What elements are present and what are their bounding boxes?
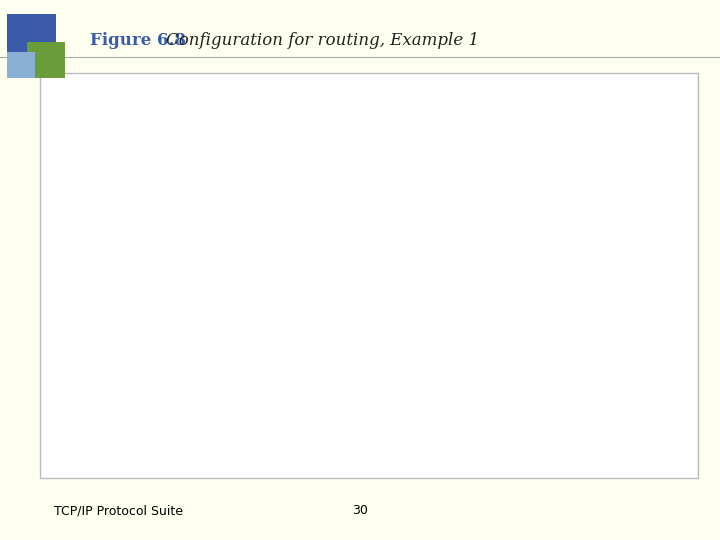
- Text: 192.16.7.5: 192.16.7.5: [408, 383, 462, 394]
- Text: of: of: [96, 276, 107, 287]
- Text: R1: R1: [434, 196, 452, 210]
- Text: m0: m0: [165, 284, 181, 294]
- Text: R2: R2: [240, 284, 258, 297]
- Text: 170.14.5.165: 170.14.5.165: [279, 178, 346, 188]
- Text: m0: m0: [395, 219, 410, 229]
- Text: 170.14.0.0: 170.14.0.0: [255, 148, 311, 158]
- Text: Default: Default: [189, 318, 228, 328]
- Text: 145.80.7.11: 145.80.7.11: [490, 180, 549, 190]
- Text: router: router: [192, 339, 225, 348]
- Circle shape: [184, 276, 233, 306]
- Ellipse shape: [375, 256, 489, 289]
- Ellipse shape: [226, 136, 340, 170]
- Text: 111.0.0.0: 111.0.0.0: [408, 268, 456, 278]
- Text: 30: 30: [352, 504, 368, 517]
- Ellipse shape: [375, 403, 489, 437]
- Ellipse shape: [557, 136, 670, 170]
- Text: Figure 6.8: Figure 6.8: [90, 32, 186, 49]
- Text: the: the: [91, 295, 112, 305]
- Circle shape: [379, 188, 427, 218]
- Text: m1: m1: [413, 180, 428, 190]
- Polygon shape: [38, 212, 158, 366]
- Text: 111.30.31.18: 111.30.31.18: [272, 272, 339, 282]
- Text: m1: m1: [376, 332, 391, 342]
- Text: 111.25.19.20: 111.25.19.20: [402, 234, 469, 244]
- Text: 145.80.0.0: 145.80.0.0: [585, 148, 642, 158]
- Text: 192.16.7.0: 192.16.7.0: [404, 416, 460, 426]
- Text: TCP/IP Protocol Suite: TCP/IP Protocol Suite: [54, 504, 183, 517]
- Text: m0: m0: [376, 375, 391, 385]
- Text: Internet: Internet: [78, 313, 125, 323]
- Text: m1: m1: [236, 284, 252, 294]
- Text: R3: R3: [434, 352, 452, 365]
- Text: Configuration for routing, Example 1: Configuration for routing, Example 1: [166, 32, 479, 49]
- Text: 111.15.17.32: 111.15.17.32: [379, 308, 446, 318]
- Text: m2: m2: [355, 181, 370, 191]
- Text: Rest: Rest: [89, 259, 114, 269]
- Circle shape: [379, 344, 427, 373]
